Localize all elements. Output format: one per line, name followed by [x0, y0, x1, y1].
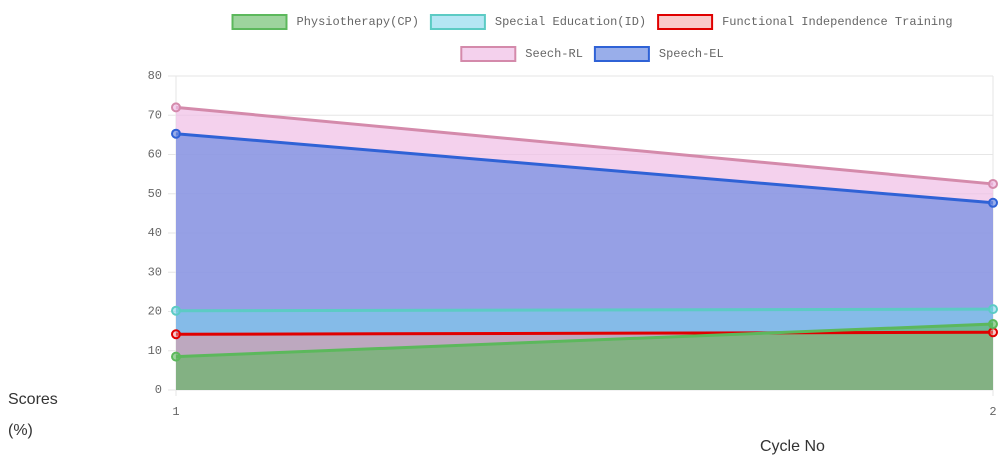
point: [988, 327, 998, 338]
point: [171, 305, 181, 316]
point: [988, 304, 998, 315]
y-tick-label: 80: [148, 69, 162, 83]
legend-swatch: [429, 14, 486, 30]
point: [988, 178, 998, 189]
point: [988, 197, 998, 208]
legend-swatch: [460, 46, 517, 62]
point: [171, 329, 181, 340]
line: [175, 330, 994, 336]
legend-swatch: [593, 46, 650, 62]
point: [171, 128, 181, 139]
y-tick-label: 0: [155, 383, 162, 397]
line: [175, 132, 994, 205]
area: [176, 324, 993, 390]
y-tick-label: 10: [148, 344, 162, 358]
point: [171, 102, 181, 113]
legend-label: Speech-EL: [659, 47, 724, 61]
y-tick-label: 20: [148, 305, 162, 319]
legend-swatch: [231, 14, 288, 30]
line: [175, 105, 994, 186]
x-tick-label: 2: [989, 405, 996, 419]
y-axis-title: Scores (%): [8, 391, 58, 439]
x-axis-title: Cycle No: [760, 438, 825, 455]
y-tick-label: 30: [148, 265, 162, 279]
line: [175, 322, 994, 359]
y-tick-label: 60: [148, 148, 162, 162]
y-tick-label: 50: [148, 187, 162, 201]
legend-label: Seech-RL: [525, 47, 583, 61]
x-tick-label: 1: [172, 405, 179, 419]
point: [171, 351, 181, 362]
legend-label: Physiotherapy(CP): [297, 15, 419, 29]
legend-label: Special Education(ID): [495, 15, 646, 29]
legend-swatch: [657, 14, 714, 30]
line: [175, 307, 994, 313]
point: [988, 319, 998, 330]
y-tick-label: 40: [148, 226, 162, 240]
legend-label: Functional Independence Training: [722, 15, 952, 29]
y-tick-label: 70: [148, 108, 162, 122]
